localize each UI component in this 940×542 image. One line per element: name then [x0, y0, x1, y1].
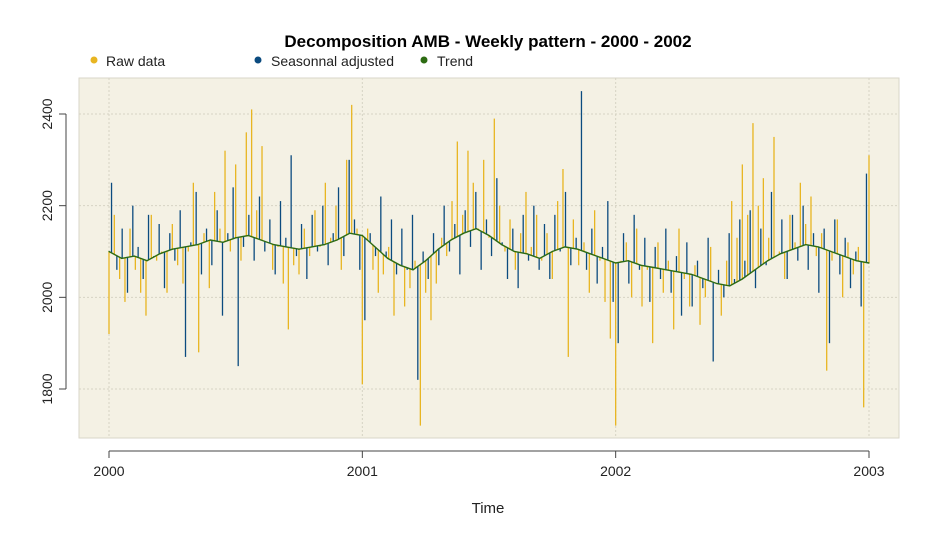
series-trend-point: [399, 264, 401, 266]
series-trend-point: [615, 262, 617, 264]
series-trend-point: [602, 257, 604, 259]
x-tick-label: 2001: [347, 463, 378, 479]
series-trend-point: [323, 244, 325, 246]
series-trend-point: [691, 273, 693, 276]
series-seasonnal-adjusted: [110, 91, 868, 380]
series-trend-point: [729, 285, 731, 287]
series-trend-point: [222, 241, 224, 243]
series-trend-point: [197, 244, 199, 246]
series-trend-point: [374, 246, 376, 248]
series-trend-point: [817, 246, 819, 248]
series-raw-data: [108, 104, 870, 426]
series-trend-point: [716, 282, 718, 285]
legend-item-raw-data: Raw data: [90, 53, 165, 69]
series-trend-point: [412, 269, 414, 271]
series-trend-point: [463, 232, 465, 234]
series-trend-point: [171, 248, 173, 250]
legend-marker-trend: [420, 56, 428, 64]
series-trend-point: [805, 244, 807, 246]
series-trend-point: [513, 250, 515, 253]
series-trend-point: [285, 246, 287, 248]
series-trend-point: [792, 248, 794, 250]
series-trend-point: [551, 250, 553, 253]
y-axis: 1800 2000 2200 2400: [39, 98, 67, 405]
series-trend-point: [539, 257, 541, 259]
x-axis: 2000 2001 2002 2003: [93, 450, 885, 479]
series-trend-point: [247, 234, 249, 237]
series-trend-point: [526, 253, 528, 255]
x-tick-label: 2003: [853, 463, 884, 479]
legend-item-trend: Trend: [420, 53, 473, 69]
series-layer: [108, 91, 870, 426]
series-trend-point: [146, 260, 148, 262]
series-trend-point: [159, 253, 161, 255]
series-trend-point: [589, 253, 591, 255]
series-trend-point: [779, 253, 781, 255]
series-trend-point: [425, 260, 427, 262]
series-trend-point: [260, 239, 262, 241]
legend-marker-raw-data: [90, 56, 98, 64]
series-trend: [108, 227, 870, 287]
y-tick-label: 1800: [39, 373, 55, 404]
series-trend-point: [488, 234, 490, 237]
series-trend-point: [437, 248, 439, 250]
series-trend-point: [209, 239, 211, 241]
series-trend-point: [475, 227, 477, 230]
plot-area: [78, 77, 900, 439]
series-trend-point: [577, 248, 579, 250]
series-trend-point: [830, 250, 832, 253]
series-trend-point: [855, 260, 857, 262]
series-trend-point: [361, 234, 363, 237]
legend-label-trend: Trend: [437, 53, 473, 69]
series-trend-point: [450, 239, 452, 241]
series-trend-point: [741, 278, 743, 280]
legend-item-seasonnal-adjusted: Seasonnal adjusted: [254, 53, 394, 69]
series-trend-point: [868, 262, 870, 264]
series-trend-point: [184, 246, 186, 248]
x-tick-label: 2002: [600, 463, 631, 479]
series-trend-point: [349, 232, 351, 234]
x-axis-label: Time: [472, 500, 505, 517]
series-trend-point: [298, 248, 300, 250]
series-trend-point: [627, 260, 629, 262]
legend: Raw data Seasonnal adjusted Trend: [90, 53, 473, 69]
series-trend-point: [311, 246, 313, 248]
series-trend-point: [121, 257, 123, 259]
series-trend-point: [653, 266, 655, 269]
series-trend-point: [336, 239, 338, 241]
series-trend-point: [754, 269, 756, 271]
series-trend-point: [665, 269, 667, 271]
series-trend-point: [678, 271, 680, 273]
y-tick-label: 2000: [39, 282, 55, 313]
series-trend-point: [843, 255, 845, 257]
series-trend-point: [133, 255, 135, 257]
grid-lines: [79, 78, 899, 438]
series-trend-point: [501, 244, 503, 246]
series-trend-point: [767, 260, 769, 262]
series-trend-point: [387, 257, 389, 259]
chart-title: Decomposition AMB - Weekly pattern - 200…: [284, 32, 691, 51]
y-tick-label: 2400: [39, 98, 55, 129]
series-trend-point: [273, 244, 275, 246]
series-trend-point: [108, 250, 110, 253]
legend-label-raw-data: Raw data: [106, 53, 165, 69]
y-tick-label: 2200: [39, 190, 55, 221]
x-tick-label: 2000: [93, 463, 124, 479]
legend-label-seasonnal-adjusted: Seasonnal adjusted: [271, 53, 394, 69]
series-trend-point: [564, 246, 566, 248]
series-trend-point: [235, 237, 237, 239]
legend-marker-seasonnal-adjusted: [254, 56, 262, 64]
series-trend-point: [703, 278, 705, 280]
series-trend-point: [640, 264, 642, 266]
